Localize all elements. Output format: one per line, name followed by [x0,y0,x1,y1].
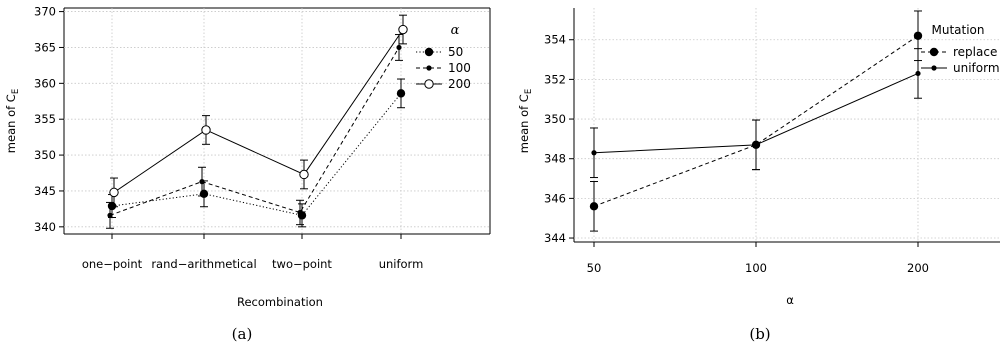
data-point [913,31,923,40]
legend-title: α [451,23,460,38]
x-axis-label: α [786,293,794,307]
chart-a: 340 345 350 355 360 365 370 one−point rand−arith… [4,5,491,343]
data-point [915,70,921,77]
data-point [398,24,408,35]
y-tick-label: 350 [34,148,56,162]
legend-label-50: 50 [448,45,463,59]
data-point [199,189,209,199]
data-point [107,212,113,218]
series-line-50 [111,93,402,216]
series-200 [109,14,408,208]
x-tick-label: rand−arithmetical [151,257,256,271]
legend-marker-replace [929,47,939,57]
legend-label-200: 200 [448,77,471,91]
y-tick-label: 370 [34,5,56,19]
y-tick-label: 340 [34,220,56,234]
x-axis-label: Recombination [237,295,323,309]
series-line-replace [593,35,919,207]
data-point [107,201,117,211]
y-tick-label: 346 [544,191,566,205]
data-point [109,187,119,198]
series-line-200 [113,29,404,193]
legend-marker-200 [424,79,434,89]
legend-marker-uniform [931,65,937,71]
y-tick-label: 352 [544,72,566,86]
data-point [297,209,303,216]
y-tick-label: 360 [34,76,56,90]
y-axis-label: mean of CE [517,89,534,153]
series-line-100 [109,47,400,216]
data-point [201,125,211,135]
legend-label-100: 100 [448,61,471,75]
y-axis-label: mean of CE [4,89,21,153]
y-tick-label: 355 [34,112,56,126]
y-axis-label-subscript: E [11,89,21,94]
legend: α 50 100 200 [416,23,471,91]
x-tick-label: 100 [745,261,767,275]
chart-b: 344 346 348 350 352 354 50 100 200 α mean of CE (b)… [517,8,1000,343]
series-100 [106,34,403,229]
x-tick-label: 200 [907,261,929,275]
y-tick-label: 354 [544,33,566,47]
x-tick-label: two−point [272,257,332,271]
x-tick-label: one−point [82,257,143,271]
x-tick-label: uniform [379,257,424,271]
legend-label-replace: replace [953,45,997,59]
data-point [396,89,406,98]
y-tick-label: 365 [34,40,56,54]
y-axis-label-main: mean of C [4,94,18,153]
y-tick-label: 344 [544,231,566,245]
figure-caption: (a) [232,325,253,343]
legend-title: Mutation [931,23,984,37]
legend-marker-100 [426,65,432,71]
y-axis-label-main: mean of C [517,94,531,153]
data-point [396,44,402,51]
data-point [299,169,309,180]
data-point [199,179,205,185]
y-axis-label-subscript: E [524,89,534,94]
y-tick-label: 345 [34,184,56,198]
figure-caption: (b) [749,325,770,343]
x-tick-label: 50 [587,261,602,275]
data-point [591,150,597,156]
y-tick-label: 348 [544,152,566,166]
y-tick-label: 350 [544,112,566,126]
data-point [753,142,759,148]
legend-marker-50 [424,47,434,57]
series-uniform [590,48,922,179]
legend-label-uniform: uniform [953,61,1000,75]
legend: Mutation replace uniform [921,23,1000,75]
data-point [589,202,599,211]
